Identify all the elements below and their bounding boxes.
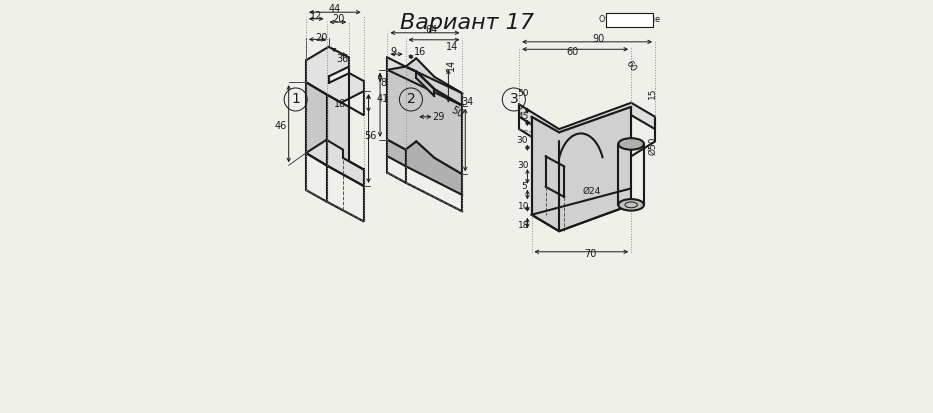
Text: 14: 14 bbox=[446, 42, 459, 52]
Polygon shape bbox=[406, 142, 463, 195]
Polygon shape bbox=[327, 95, 364, 186]
Text: 34: 34 bbox=[461, 97, 473, 107]
Text: 10: 10 bbox=[518, 202, 529, 211]
Text: 64: 64 bbox=[425, 25, 438, 36]
Text: 29: 29 bbox=[432, 112, 445, 122]
Text: 70: 70 bbox=[584, 249, 596, 259]
Polygon shape bbox=[406, 58, 463, 106]
Polygon shape bbox=[306, 47, 364, 103]
Text: 41: 41 bbox=[376, 94, 389, 104]
Text: 45: 45 bbox=[518, 112, 529, 121]
Polygon shape bbox=[532, 107, 631, 142]
Text: 14: 14 bbox=[446, 58, 456, 71]
Text: 8: 8 bbox=[381, 78, 386, 88]
Text: 16: 16 bbox=[414, 47, 426, 57]
Text: 46: 46 bbox=[274, 121, 286, 131]
Polygon shape bbox=[387, 140, 406, 166]
Text: 12: 12 bbox=[310, 11, 323, 21]
Text: 2: 2 bbox=[407, 93, 415, 107]
Polygon shape bbox=[306, 140, 364, 186]
Text: 50: 50 bbox=[450, 104, 466, 119]
Text: 1: 1 bbox=[291, 93, 300, 107]
Text: Ø50: Ø50 bbox=[648, 136, 657, 155]
FancyBboxPatch shape bbox=[606, 13, 653, 26]
Text: 30: 30 bbox=[518, 161, 529, 170]
Polygon shape bbox=[387, 66, 463, 174]
Text: 18: 18 bbox=[519, 221, 530, 230]
Text: Вариант 17: Вариант 17 bbox=[399, 13, 534, 33]
Text: 90: 90 bbox=[592, 34, 605, 44]
Text: 5: 5 bbox=[522, 182, 527, 191]
Polygon shape bbox=[416, 71, 435, 96]
Text: 44: 44 bbox=[328, 4, 341, 14]
Ellipse shape bbox=[619, 138, 644, 150]
Text: 20: 20 bbox=[315, 33, 327, 43]
Text: 60: 60 bbox=[624, 59, 638, 74]
Polygon shape bbox=[387, 57, 463, 106]
Text: 20: 20 bbox=[332, 14, 344, 24]
Text: 60: 60 bbox=[566, 47, 578, 57]
Text: 3: 3 bbox=[509, 93, 518, 107]
Text: 30: 30 bbox=[516, 136, 528, 145]
Text: 50: 50 bbox=[518, 89, 529, 98]
Text: 9: 9 bbox=[390, 47, 397, 57]
Polygon shape bbox=[519, 103, 655, 142]
Text: 36: 36 bbox=[336, 54, 348, 64]
Ellipse shape bbox=[619, 199, 644, 211]
Text: 18: 18 bbox=[334, 100, 346, 109]
Text: Ø24: Ø24 bbox=[583, 186, 601, 195]
Polygon shape bbox=[306, 82, 327, 165]
Polygon shape bbox=[532, 107, 631, 231]
Text: Отв. сквозные: Отв. сквозные bbox=[599, 15, 661, 24]
Text: 56: 56 bbox=[365, 131, 377, 141]
Text: 15: 15 bbox=[648, 88, 657, 99]
